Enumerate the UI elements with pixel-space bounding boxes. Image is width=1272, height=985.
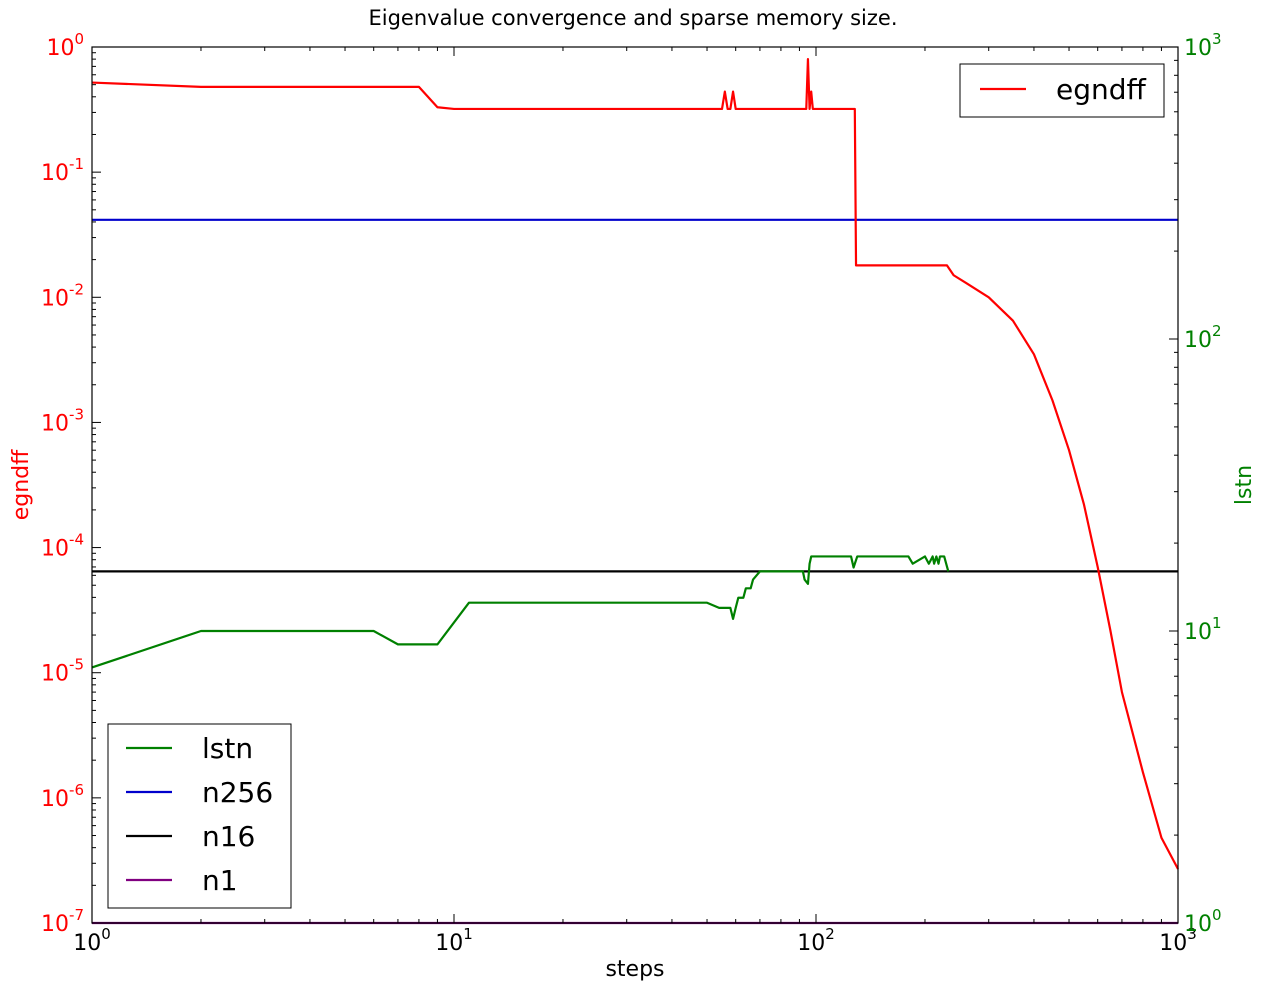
x-axis-title: steps bbox=[605, 957, 664, 982]
x-tick-label: 103 bbox=[1159, 925, 1197, 956]
y-right-tick-label-exponent: 3 bbox=[1212, 30, 1222, 48]
y-axis-left-title: egndff bbox=[9, 449, 34, 520]
legend-top-right-box bbox=[959, 63, 1165, 118]
y-left-tick-label-base: 10 bbox=[41, 161, 69, 186]
legend-label-n16: n16 bbox=[202, 820, 255, 853]
legend-top-right: egndff bbox=[959, 63, 1165, 118]
y-left-tick-label-base: 10 bbox=[41, 411, 69, 436]
x-tick-label-exponent: 3 bbox=[1187, 925, 1197, 943]
chart-title: Eigenvalue convergence and sparse memory… bbox=[368, 6, 897, 30]
y-left-tick-label-exponent: -5 bbox=[69, 656, 84, 674]
legend-bottom-left: lstn n256 n16 n1 bbox=[107, 723, 292, 909]
y-left-tick-label: 10-1 bbox=[41, 155, 84, 186]
y-left-tick-label: 10-4 bbox=[41, 531, 84, 562]
series-line-egndff bbox=[91, 58, 1179, 870]
y-left-tick-label-exponent: -3 bbox=[69, 405, 84, 423]
y-left-tick-label-base: 10 bbox=[41, 787, 69, 812]
y-left-tick-label-base: 10 bbox=[46, 36, 74, 61]
y-left-tick-label-base: 10 bbox=[41, 662, 69, 687]
x-tick-label-exponent: 1 bbox=[463, 925, 473, 943]
y-left-tick-label: 100 bbox=[46, 30, 84, 61]
y-right-tick-label-base: 10 bbox=[1184, 912, 1212, 937]
legend-label-n1: n1 bbox=[202, 864, 238, 897]
legend-label-egndff: egndff bbox=[1056, 73, 1147, 106]
y-right-tick-label-base: 10 bbox=[1184, 36, 1212, 61]
y-left-tick-label-base: 10 bbox=[41, 286, 69, 311]
x-tick-label-base: 10 bbox=[1159, 931, 1187, 956]
y-left-tick-label-exponent: 0 bbox=[74, 30, 84, 48]
x-tick-label: 101 bbox=[435, 925, 473, 956]
y-left-tick-label: 10-5 bbox=[41, 656, 84, 687]
y-left-tick-label-exponent: -6 bbox=[69, 781, 84, 799]
ticks-layer: 100 101 102 10310010-110-210-310-410-510-61… bbox=[41, 30, 1222, 956]
legend-bottom-left-box bbox=[107, 723, 292, 909]
y-right-tick-label-exponent: 0 bbox=[1212, 906, 1222, 924]
y-left-tick-label: 10-6 bbox=[41, 781, 84, 812]
y-left-tick-label-exponent: -7 bbox=[69, 906, 84, 924]
y-left-tick-label-exponent: -4 bbox=[69, 531, 84, 549]
y-left-tick-label-base: 10 bbox=[41, 912, 69, 937]
y-left-tick-label-base: 10 bbox=[41, 537, 69, 562]
y-right-tick-label-exponent: 1 bbox=[1212, 614, 1222, 632]
legend-label-lstn: lstn bbox=[202, 732, 253, 765]
y-left-tick-label-exponent: -2 bbox=[69, 280, 84, 298]
y-left-tick-label: 10-2 bbox=[41, 280, 84, 311]
x-tick-label: 100 bbox=[73, 925, 111, 956]
y-left-tick-label: 10-3 bbox=[41, 405, 84, 436]
x-tick-label: 102 bbox=[797, 925, 835, 956]
y-left-tick-label: 10-7 bbox=[41, 906, 84, 937]
x-tick-label-base: 10 bbox=[797, 931, 825, 956]
x-tick-label-base: 10 bbox=[73, 931, 101, 956]
y-axis-right-title: lstn bbox=[1232, 465, 1257, 505]
y-right-tick-label: 100 bbox=[1184, 906, 1222, 937]
y-right-tick-label: 103 bbox=[1184, 30, 1222, 61]
plot-frame bbox=[91, 46, 1179, 924]
y-right-tick-label: 101 bbox=[1184, 614, 1222, 645]
y-left-tick-label-exponent: -1 bbox=[69, 155, 84, 173]
y-right-tick-label: 102 bbox=[1184, 322, 1222, 353]
y-right-tick-label-base: 10 bbox=[1184, 328, 1212, 353]
x-tick-label-exponent: 2 bbox=[825, 925, 835, 943]
legend-label-n256: n256 bbox=[202, 776, 273, 809]
y-right-tick-label-exponent: 2 bbox=[1212, 322, 1222, 340]
series-line-lstn bbox=[91, 555, 950, 669]
x-tick-label-base: 10 bbox=[435, 931, 463, 956]
x-tick-label-exponent: 0 bbox=[101, 925, 111, 943]
y-right-tick-label-base: 10 bbox=[1184, 620, 1212, 645]
